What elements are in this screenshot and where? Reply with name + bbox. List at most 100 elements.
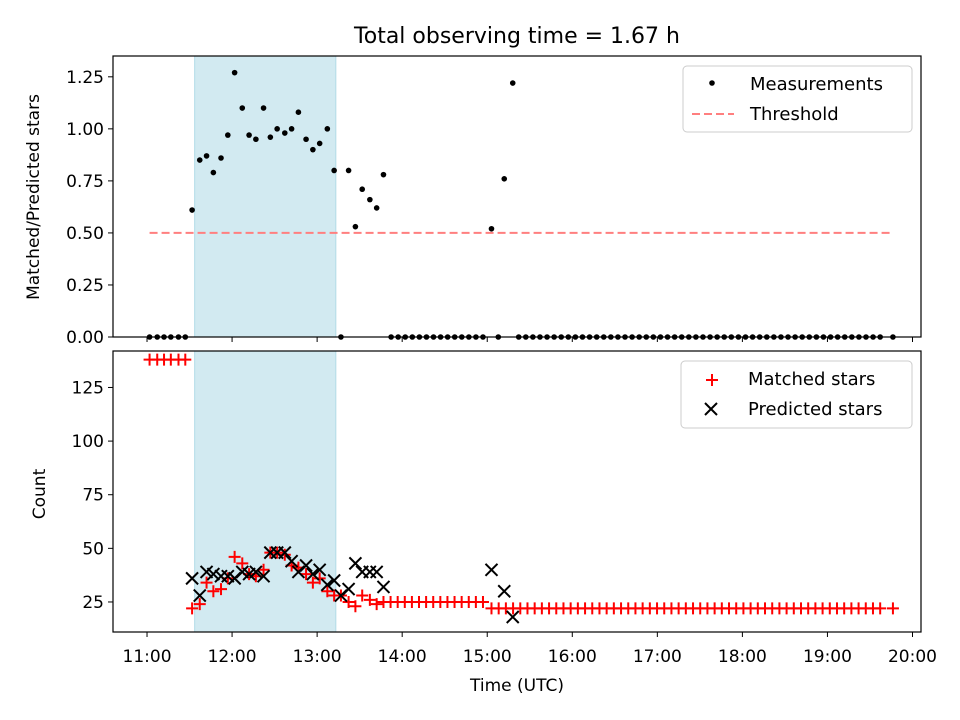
bottom-x-tick-label: 19:00: [803, 647, 852, 667]
bottom-xlabel: Time (UTC): [469, 676, 564, 696]
bottom-y-tick-label: 50: [82, 539, 104, 559]
measurement-point: [260, 105, 267, 111]
bottom-legend-box: [680, 360, 913, 429]
top-shaded-interval: [194, 55, 337, 338]
bottom-x-tick-label: 17:00: [633, 647, 682, 667]
top-x-ticks: [146, 337, 913, 342]
legend-matched-marker: [706, 374, 718, 386]
bottom-x-tick-label: 12:00: [208, 647, 257, 667]
top-title: Total observing time = 1.67 h: [353, 24, 680, 49]
matched-star-point: [349, 600, 362, 613]
predicted-star-point: [306, 567, 320, 581]
predicted-star-point: [484, 563, 499, 577]
measurement-point: [324, 126, 331, 132]
top-ylabel: Matched/Predicted stars: [24, 94, 44, 300]
bottom-axes-frame: [112, 350, 922, 633]
bottom-x-ticks: 11:00 12:00 13:00 14:00 15:00 16:00 17:00 18:00…: [123, 632, 937, 667]
bottom-x-tick-label: 20:00: [888, 647, 937, 667]
predicted-star-point: [284, 554, 299, 568]
top-panel: Total observing time = 1.67 h 0.00 0.25 0.…: [24, 24, 922, 348]
legend-measurements-marker: [709, 80, 715, 86]
matched-star-point: [363, 593, 376, 606]
measurement-point: [246, 132, 252, 138]
predicted-star-point: [327, 573, 341, 588]
measurement-point: [345, 167, 352, 174]
matched-star-point: [321, 585, 334, 598]
bottom-legend: Matched stars Predicted stars: [680, 360, 913, 429]
matched-star-point: [257, 563, 270, 576]
legend-predicted-marker: [704, 402, 718, 416]
matched-star-point: [186, 602, 199, 615]
predicted-star-point: [185, 571, 199, 586]
measurement-point: [367, 196, 373, 203]
measurement-point: [210, 169, 217, 176]
matched-star-point: [228, 550, 241, 563]
top-y-ticks: 0.00 0.25 0.50 0.75 1.00 1.25: [66, 68, 113, 348]
matched-star-point: [179, 353, 192, 366]
measurement-point: [331, 167, 337, 174]
bottom-x-tick-label: 13:00: [293, 647, 342, 667]
matched-star-point: [207, 585, 220, 598]
top-legend: Measurements Threshold: [682, 65, 913, 133]
measurement-point: [189, 207, 195, 213]
matched-star-point: [476, 595, 489, 608]
matched-star-point: [200, 576, 213, 589]
measurement-point: [239, 105, 246, 111]
measurement-point: [218, 155, 224, 161]
matched-star-point: [300, 568, 313, 581]
measurement-point: [196, 157, 203, 163]
predicted-star-point: [299, 558, 313, 573]
bottom-y-ticks: 25 50 75 100 125: [72, 378, 113, 613]
bottom-panel: 25 50 75 100 125 11:00 12:00 13:00 14:00 15:00 16…: [30, 350, 937, 696]
bottom-y-tick-label: 25: [82, 593, 104, 613]
measurement-point: [253, 136, 259, 143]
matched-star-point: [236, 557, 249, 570]
predicted-star-point: [497, 584, 511, 598]
matched-star-point: [874, 602, 887, 615]
matched-star-point: [886, 602, 899, 615]
measurement-point: [310, 146, 316, 153]
matched-star-point: [342, 595, 355, 608]
predicted-star-point: [376, 580, 391, 594]
top-y-tick-label: 0.25: [66, 276, 104, 296]
measurement-point: [267, 134, 274, 140]
matched-star-point: [278, 548, 291, 561]
matched-star-point: [370, 598, 383, 611]
bottom-y-tick-label: 100: [72, 432, 104, 452]
measurement-point: [352, 223, 359, 230]
predicted-star-point: [249, 565, 263, 579]
predicted-star-point: [278, 545, 292, 560]
matched-star-point: [193, 598, 206, 611]
matched-star-point: [306, 576, 319, 589]
matched-star-point: [356, 589, 369, 602]
bottom-y-tick-label: 125: [72, 378, 104, 398]
bottom-x-tick-label: 16:00: [548, 647, 597, 667]
predicted-star-point: [506, 610, 520, 624]
bottom-x-tick-label: 18:00: [718, 647, 767, 667]
measurement-point: [359, 186, 366, 193]
predicted-star-point: [320, 578, 335, 592]
measurement-point: [380, 171, 387, 178]
measurement-point: [203, 153, 210, 159]
predicted-star-point: [193, 588, 207, 603]
top-y-tick-label: 0.00: [66, 328, 104, 348]
measurement-point: [295, 109, 302, 115]
measurement-point: [274, 126, 280, 132]
measurement-point: [288, 126, 295, 132]
measurement-point: [509, 80, 516, 86]
top-axes-frame: [112, 55, 922, 338]
measurement-point: [225, 132, 231, 138]
legend-matched-label: Matched stars: [748, 369, 875, 390]
predicted-star-point: [369, 565, 384, 579]
legend-threshold-label: Threshold: [749, 104, 839, 125]
measurement-point: [282, 130, 288, 136]
top-y-tick-label: 0.50: [66, 224, 104, 244]
measurement-point: [231, 69, 238, 76]
top-legend-box: [682, 65, 913, 133]
predicted-star-point: [348, 556, 363, 571]
bottom-y-tick-label: 75: [82, 486, 104, 506]
matched-star-point: [313, 572, 326, 585]
bottom-marks: [143, 353, 899, 624]
bottom-x-tick-label: 14:00: [378, 647, 427, 667]
